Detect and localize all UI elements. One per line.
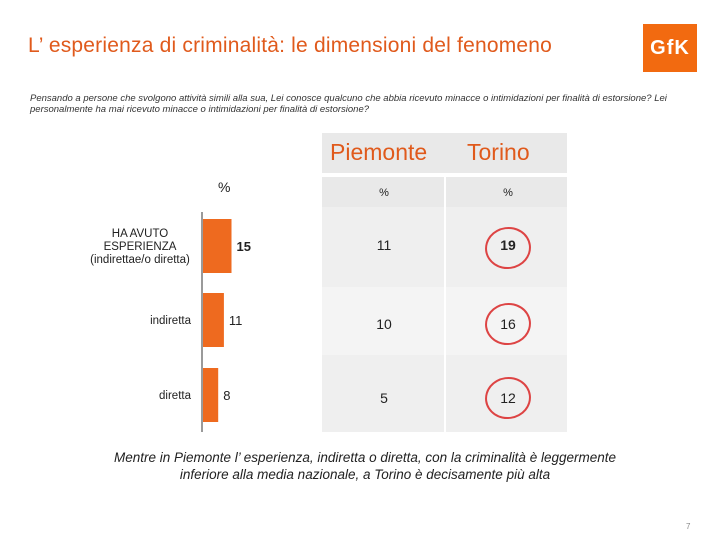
piemonte-value-total: 11 xyxy=(376,237,392,253)
conclusion-text: Mentre in Piemonte l’ esperienza, indire… xyxy=(60,449,670,483)
torino-value-total: 19 xyxy=(500,237,516,253)
piemonte-value-indiretta: 10 xyxy=(376,316,392,332)
bar-0 xyxy=(203,219,232,273)
column-separator xyxy=(444,177,446,432)
torino-value-indiretta: 16 xyxy=(500,316,516,332)
bar-value-label: 11 xyxy=(229,313,243,328)
chart-unit-label: % xyxy=(218,179,231,195)
piemonte-unit: % xyxy=(379,187,389,199)
region-table: % % 11 10 5 19 16 12 xyxy=(322,177,567,432)
conclusion-line-2: inferiore alla media nazionale, a Torino… xyxy=(179,467,551,482)
survey-question: Pensando a persone che svolgono attività… xyxy=(30,93,667,115)
piemonte-value-diretta: 5 xyxy=(380,390,388,406)
bar-chart: 15 HA AVUTO ESPERIENZA (indirettae/o dirett… xyxy=(90,212,251,432)
bar-category-label: HA AVUTO ESPERIENZA (indirettae/o diretta) xyxy=(90,228,190,266)
gfk-logo: GfK xyxy=(643,24,697,72)
bar-category-label: indiretta xyxy=(150,315,192,327)
bar-value-label: 8 xyxy=(223,388,230,403)
bar-category-label: diretta xyxy=(159,390,192,402)
page-title: L’ esperienza di criminalità: le dimensi… xyxy=(28,34,553,57)
conclusion-line-1: Mentre in Piemonte l’ esperienza, indire… xyxy=(113,450,616,465)
torino-header: Torino xyxy=(467,139,530,165)
page-number: 7 xyxy=(686,522,691,531)
bar-value-label: 15 xyxy=(237,239,251,254)
bar-1 xyxy=(203,293,224,347)
torino-unit: % xyxy=(503,187,513,199)
region-header: Piemonte Torino xyxy=(322,133,567,173)
bar-2 xyxy=(203,368,219,422)
piemonte-header: Piemonte xyxy=(330,139,428,165)
torino-value-diretta: 12 xyxy=(500,390,516,406)
